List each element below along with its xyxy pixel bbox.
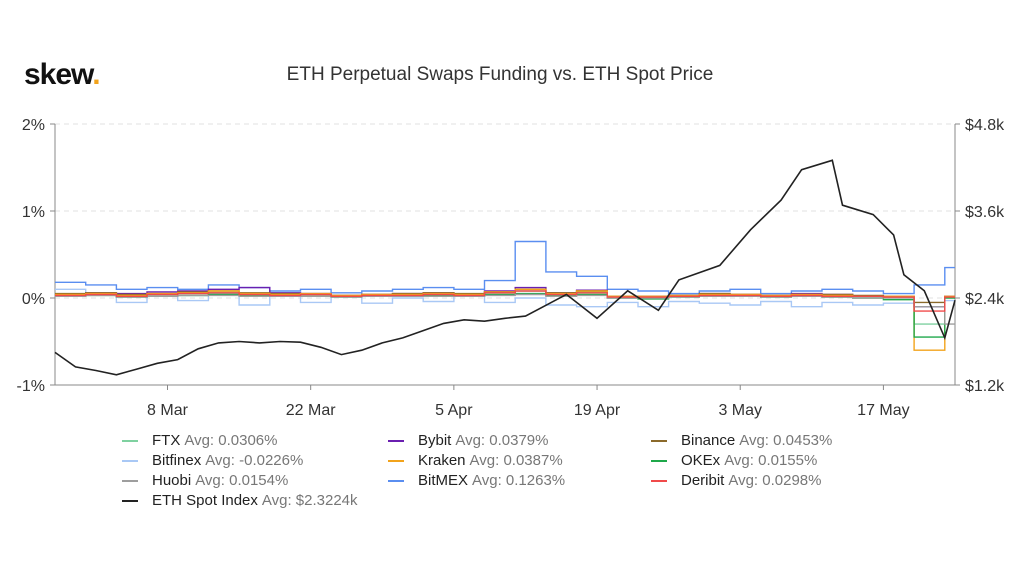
legend-name: Bybit xyxy=(418,432,452,449)
legend-item-bitmex[interactable]: BitMEX Avg: 0.1263% xyxy=(388,472,565,489)
legend-name: Huobi xyxy=(152,472,192,489)
skew-logo: skew. xyxy=(24,58,101,91)
legend-avg: Avg: 0.0453% xyxy=(739,432,833,449)
x-tick-label: 3 May xyxy=(718,402,762,419)
legend-swatch xyxy=(122,439,138,442)
legend-item-kraken[interactable]: Kraken Avg: 0.0387% xyxy=(388,452,563,469)
legend-avg: Avg: 0.0379% xyxy=(455,432,549,449)
legend-avg: Avg: 0.1263% xyxy=(472,472,566,489)
legend-name: BitMEX xyxy=(418,472,469,489)
right-tick-label: $2.4k xyxy=(965,291,1005,308)
series-line-bitmex xyxy=(55,240,955,295)
legend-avg: Avg: 0.0387% xyxy=(469,452,563,469)
legend-swatch xyxy=(388,439,404,442)
legend-swatch xyxy=(651,439,667,442)
legend: FTX Avg: 0.0306% Bybit Avg: 0.0379% Binance A… xyxy=(0,432,1024,532)
legend-item-binance[interactable]: Binance Avg: 0.0453% xyxy=(651,432,832,449)
legend-item-ftx[interactable]: FTX Avg: 0.0306% xyxy=(122,432,277,449)
x-tick-label: 22 Mar xyxy=(286,402,336,419)
legend-name: OKEx xyxy=(681,452,721,469)
legend-item-okex[interactable]: OKEx Avg: 0.0155% xyxy=(651,452,817,469)
legend-item-bybit[interactable]: Bybit Avg: 0.0379% xyxy=(388,432,549,449)
chart-title: ETH Perpetual Swaps Funding vs. ETH Spot… xyxy=(286,64,714,85)
series-line-huobi xyxy=(55,293,955,325)
right-tick-label: $4.8k xyxy=(965,117,1005,134)
right-tick-label: $3.6k xyxy=(965,204,1005,221)
legend-avg: Avg: 0.0298% xyxy=(728,472,822,489)
legend-name: Binance xyxy=(681,432,736,449)
legend-name: Bitfinex xyxy=(152,452,202,469)
legend-item-deribit[interactable]: Deribit Avg: 0.0298% xyxy=(651,472,822,489)
legend-avg: Avg: -0.0226% xyxy=(205,452,304,469)
x-tick-label: 8 Mar xyxy=(147,402,189,419)
legend-name: Deribit xyxy=(681,472,725,489)
legend-name: FTX xyxy=(152,432,181,449)
legend-swatch xyxy=(651,459,667,462)
x-tick-label: 17 May xyxy=(857,402,909,419)
legend-name: ETH Spot Index xyxy=(152,492,258,509)
legend-item-huobi[interactable]: Huobi Avg: 0.0154% xyxy=(122,472,288,489)
logo-text: skew xyxy=(24,58,93,91)
left-tick-label: -1% xyxy=(17,378,45,395)
left-tick-label: 0% xyxy=(22,291,45,308)
legend-swatch xyxy=(388,459,404,462)
left-tick-label: 2% xyxy=(22,117,45,134)
legend-swatch xyxy=(651,479,667,482)
legend-swatch xyxy=(122,479,138,482)
legend-avg: Avg: 0.0306% xyxy=(184,432,278,449)
left-tick-label: 1% xyxy=(22,204,45,221)
legend-name: Kraken xyxy=(418,452,466,469)
legend-swatch xyxy=(122,499,138,502)
x-tick-label: 5 Apr xyxy=(435,402,473,419)
x-tick-label: 19 Apr xyxy=(574,402,621,419)
series-line-deribit xyxy=(55,290,955,312)
right-tick-label: $1.2k xyxy=(965,378,1005,395)
legend-swatch xyxy=(388,479,404,482)
legend-swatch xyxy=(122,459,138,462)
legend-avg: Avg: $2.3224k xyxy=(261,492,358,509)
legend-item-eth-spot-index[interactable]: ETH Spot Index Avg: $2.3224k xyxy=(122,492,358,509)
legend-item-bitfinex[interactable]: Bitfinex Avg: -0.0226% xyxy=(122,452,303,469)
series-line-eth-spot-index xyxy=(54,159,956,376)
legend-avg: Avg: 0.0154% xyxy=(195,472,289,489)
legend-avg: Avg: 0.0155% xyxy=(724,452,818,469)
